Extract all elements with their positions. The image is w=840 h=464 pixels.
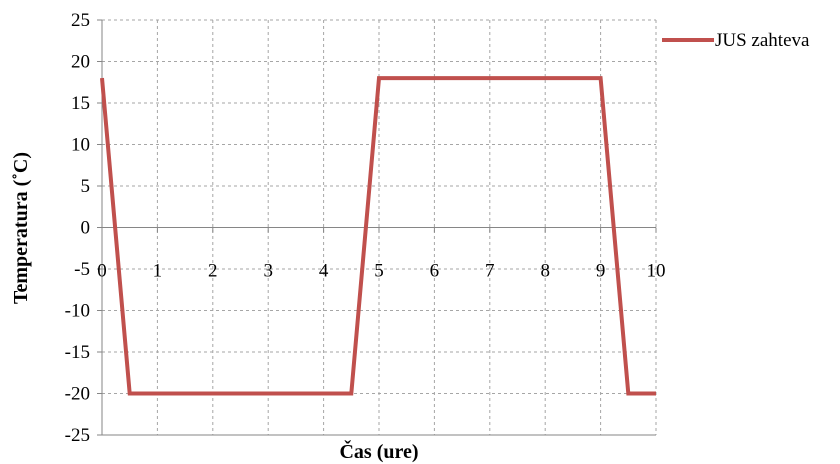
y-tick-label: -25 [65,425,90,446]
x-tick-label: 6 [430,261,440,282]
y-tick-label: -10 [65,301,90,322]
x-tick-label: 0 [97,261,107,282]
y-tick-label: 10 [71,135,90,156]
y-tick-label: 25 [71,10,90,31]
x-tick-labels: 0 1 2 3 4 5 6 7 8 9 10 [97,261,665,282]
y-tick-label: -20 [65,384,90,405]
legend: JUS zahteva [662,30,810,51]
y-tick-label: 20 [71,52,90,73]
y-tick-label: -15 [65,342,90,363]
y-tick-labels: -25 -20 -15 -10 -5 0 5 10 15 20 25 [65,10,90,446]
y-tick-label: -5 [74,259,90,280]
x-tick-label: 3 [263,261,273,282]
y-tick-label: 15 [71,93,90,114]
x-tick-label: 10 [647,261,666,282]
x-tick-label: 1 [153,261,163,282]
x-axis-label: Čas (ure) [339,439,418,463]
legend-label-jus-zahteva: JUS zahteva [715,30,810,51]
x-tick-label: 9 [596,261,606,282]
y-axis-label: Temperatura (˚C) [10,152,32,304]
y-tick-label: 5 [81,176,91,197]
y-tick-label: 0 [81,218,91,239]
x-tick-label: 7 [485,261,495,282]
x-tick-label: 4 [319,261,329,282]
x-tick-label: 8 [540,261,550,282]
x-tick-label: 5 [374,261,384,282]
series-line-jus-zahteva [100,76,656,396]
x-tick-label: 2 [208,261,218,282]
series [100,76,656,396]
